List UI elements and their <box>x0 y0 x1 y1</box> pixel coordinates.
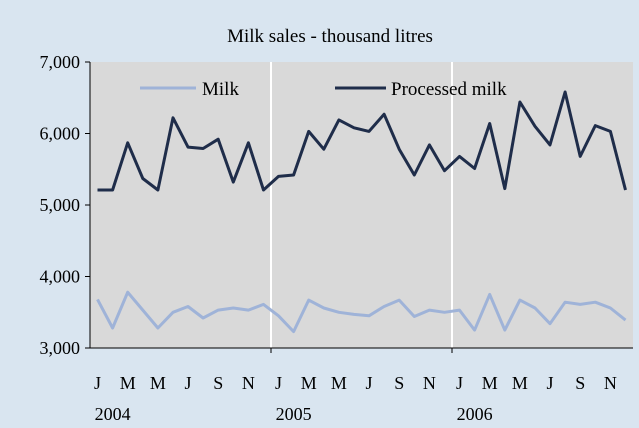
month-tick-label: J <box>275 373 282 393</box>
y-tick-label: 5,000 <box>40 195 81 215</box>
series-lines <box>96 90 627 334</box>
month-tick-label: S <box>575 373 585 393</box>
month-tick-label: N <box>604 373 617 393</box>
month-tick-label: J <box>456 373 463 393</box>
series-line <box>97 90 627 192</box>
series-line <box>96 290 627 334</box>
month-tick-label: N <box>423 373 436 393</box>
month-tick-label: J <box>94 373 101 393</box>
plot-area <box>90 62 633 348</box>
year-tick-label: 2006 <box>457 404 493 424</box>
month-tick-label: J <box>366 373 373 393</box>
legend: Milk Processed milk <box>140 79 507 100</box>
month-tick-label: M <box>120 373 136 393</box>
month-tick-label: M <box>301 373 317 393</box>
legend-item: Milk <box>140 79 239 100</box>
month-tick-label: M <box>482 373 498 393</box>
legend-item: Processed milk <box>335 79 507 100</box>
year-tick-label: 2004 <box>95 404 131 424</box>
y-tick-label: 6,000 <box>40 124 81 144</box>
legend-label: Processed milk <box>391 79 507 100</box>
series-0 <box>96 290 627 334</box>
month-tick-label: M <box>331 373 347 393</box>
legend-label: Milk <box>202 79 239 100</box>
month-tick-label: J <box>185 373 192 393</box>
series-1 <box>97 90 627 192</box>
month-tick-label: S <box>213 373 223 393</box>
month-tick-label: S <box>394 373 404 393</box>
grid-lines <box>270 62 453 348</box>
month-tick-label: J <box>547 373 554 393</box>
month-tick-label: N <box>242 373 255 393</box>
month-tick-label: M <box>150 373 166 393</box>
y-tick-label: 4,000 <box>40 267 81 287</box>
y-tick-label: 7,000 <box>40 52 81 72</box>
y-tick-label: 3,000 <box>40 338 81 358</box>
chart-title: Milk sales - thousand litres <box>227 26 433 47</box>
year-tick-label: 2005 <box>276 404 312 424</box>
month-tick-label: M <box>512 373 528 393</box>
